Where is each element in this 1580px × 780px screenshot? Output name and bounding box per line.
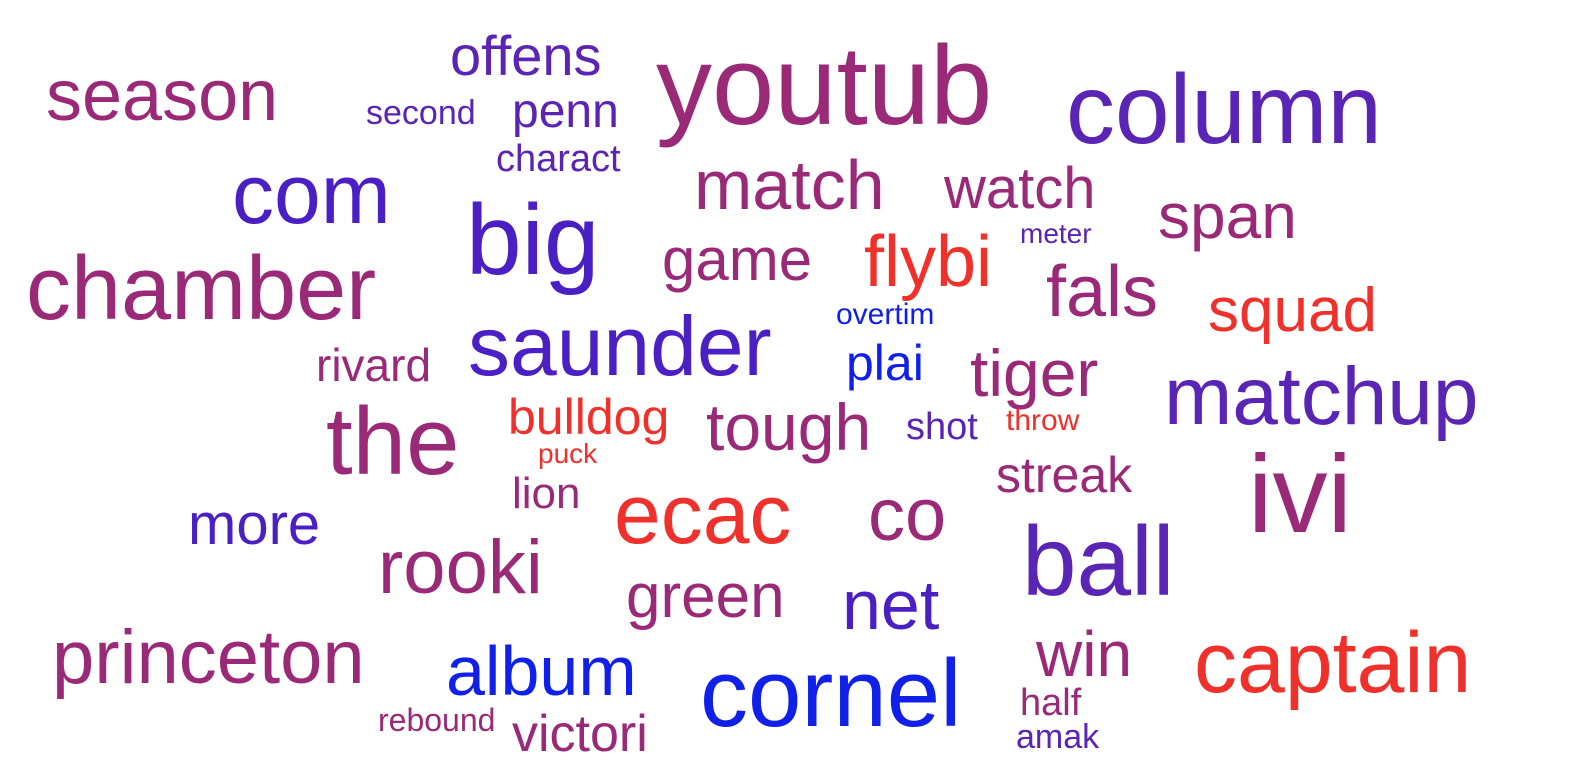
word-lion: lion: [512, 469, 581, 518]
word-streak: streak: [996, 447, 1133, 503]
word-half: half: [1020, 682, 1082, 724]
word-com: com: [232, 147, 391, 241]
word-tiger: tiger: [970, 336, 1099, 410]
word-youtub: youtub: [656, 23, 993, 148]
word-rivard: rivard: [316, 339, 432, 391]
word-ivi: ivi: [1248, 433, 1352, 556]
word-offens: offens: [450, 24, 602, 87]
word-charact: charact: [496, 138, 621, 180]
word-win: win: [1036, 618, 1133, 690]
word-bulldog: bulldog: [508, 389, 670, 445]
word-match: match: [694, 146, 885, 224]
word-meter: meter: [1020, 218, 1092, 249]
word-big: big: [466, 184, 600, 296]
word-amak: amak: [1016, 718, 1100, 756]
word-span: span: [1158, 180, 1297, 252]
word-column: column: [1066, 54, 1382, 164]
word-green: green: [626, 562, 785, 631]
word-matchup: matchup: [1164, 351, 1479, 442]
word-princeton: princeton: [52, 615, 365, 700]
word-game: game: [662, 226, 813, 293]
word-rooki: rooki: [378, 525, 543, 610]
word-saunder: saunder: [468, 299, 772, 393]
word-tough: tough: [706, 390, 872, 464]
word-squad: squad: [1208, 276, 1377, 345]
word-watch: watch: [944, 156, 1096, 221]
word-fals: fals: [1046, 252, 1159, 332]
word-flybi: flybi: [864, 222, 993, 302]
word-throw: throw: [1006, 404, 1080, 437]
word-captain: captain: [1194, 615, 1472, 711]
word-chamber: chamber: [26, 239, 377, 339]
word-co: co: [868, 473, 947, 556]
word-album: album: [446, 632, 637, 710]
word-net: net: [842, 566, 940, 644]
word-more: more: [188, 492, 321, 557]
word-the: the: [326, 388, 460, 495]
word-ecac: ecac: [614, 467, 792, 561]
word-cornel: cornel: [700, 640, 962, 747]
word-plai: plai: [846, 335, 924, 391]
word-season: season: [46, 56, 279, 136]
word-ball: ball: [1022, 506, 1175, 616]
word-victori: victori: [512, 705, 648, 763]
word-penn: penn: [512, 85, 619, 138]
word-puck: puck: [538, 438, 598, 469]
word-shot: shot: [906, 406, 978, 448]
word-rebound: rebound: [378, 702, 496, 738]
word-second: second: [366, 94, 476, 132]
word-overtim: overtim: [836, 298, 935, 331]
